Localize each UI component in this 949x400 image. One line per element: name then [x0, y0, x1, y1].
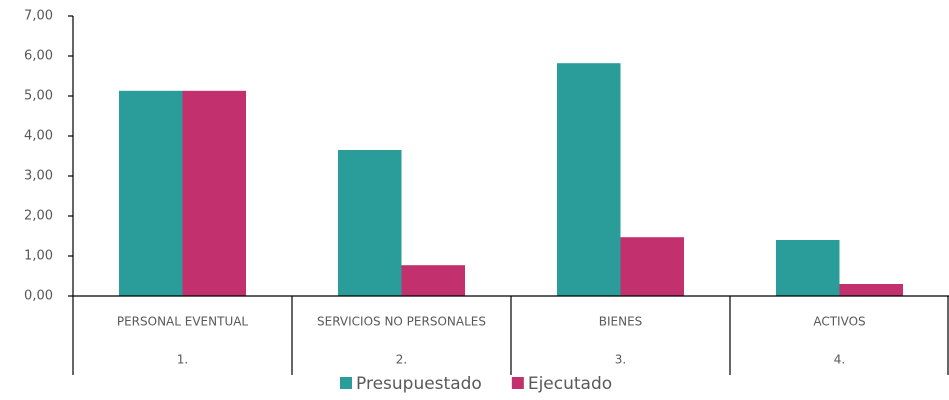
y-tick-label: 1,00: [24, 249, 53, 264]
bar: [337, 150, 402, 296]
legend-swatch: [511, 377, 524, 389]
bar: [556, 63, 621, 297]
legend-label: Ejecutado: [528, 374, 612, 394]
x-group-label: 1.: [177, 353, 188, 367]
y-tick-label: 0,00: [24, 289, 53, 304]
x-group-label: 4.: [834, 353, 845, 367]
y-tick-label: 5,00: [24, 89, 53, 104]
bar: [775, 240, 840, 296]
y-tick-label: 2,00: [24, 209, 53, 224]
x-group-label: 2.: [396, 353, 407, 367]
y-tick-label: 7,00: [24, 9, 53, 24]
y-tick-label: 4,00: [24, 129, 53, 144]
bar: [839, 284, 904, 296]
y-tick-label: 6,00: [24, 49, 53, 64]
y-tick-label: 3,00: [24, 169, 53, 184]
x-tick-label: BIENES: [599, 315, 643, 329]
x-tick-label: SERVICIOS NO PERSONALES: [317, 315, 486, 329]
x-tick-label: PERSONAL EVENTUAL: [117, 315, 249, 329]
x-tick-label: ACTIVOS: [813, 315, 865, 329]
x-group-label: 3.: [615, 353, 626, 367]
legend-label: Presupuestado: [356, 374, 482, 394]
bar: [182, 90, 247, 296]
bar: [118, 90, 183, 296]
bar: [401, 265, 466, 296]
bar: [620, 237, 685, 296]
legend-swatch: [340, 377, 352, 389]
